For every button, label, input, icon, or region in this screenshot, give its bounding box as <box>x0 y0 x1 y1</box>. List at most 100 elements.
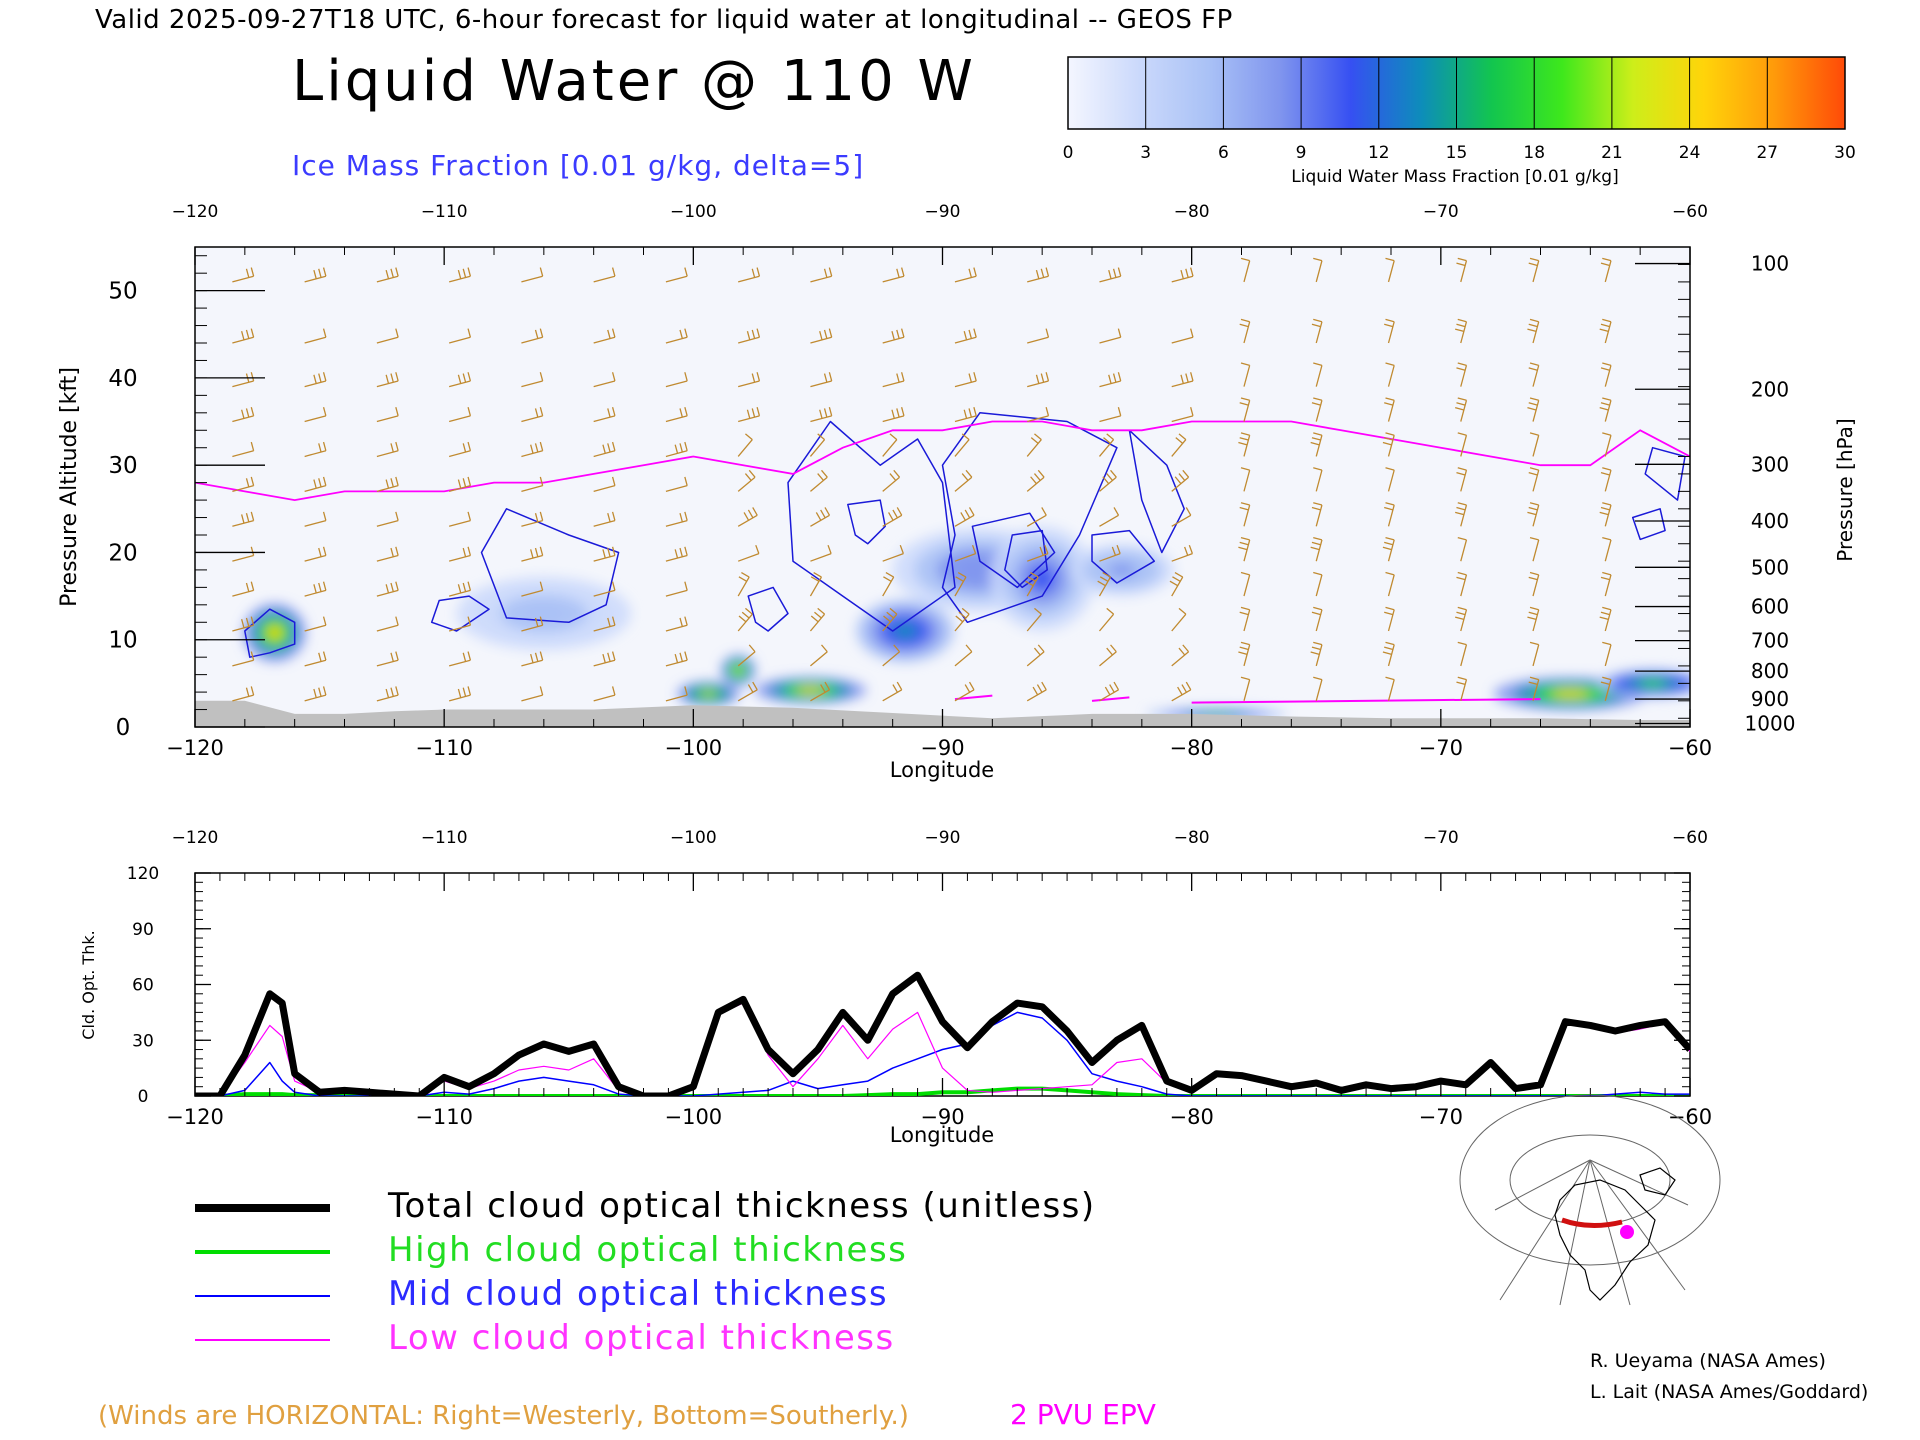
wind-barb-shaft <box>1604 469 1612 492</box>
wind-barb-flag <box>457 584 462 594</box>
wind-barb-flag <box>1040 373 1045 383</box>
liquid-water-blob <box>1638 679 1667 688</box>
wind-barb-shaft <box>737 613 753 632</box>
wind-barb-flag <box>1528 506 1538 511</box>
wind-barb-flag <box>1310 441 1320 446</box>
wind-barb <box>1027 372 1050 388</box>
wind-barb <box>665 406 688 423</box>
wind-barb-flag <box>1600 471 1610 476</box>
credit-lait: L. Lait (NASA Ames/Goddard) <box>1590 1381 1868 1403</box>
wind-barb-flag <box>823 329 828 339</box>
wind-barb-flag <box>1456 402 1466 406</box>
wind-barb <box>593 581 616 597</box>
wind-barb-flag <box>534 547 539 557</box>
wind-barb-flag <box>1384 646 1394 651</box>
wind-barb-flag <box>1040 268 1045 278</box>
wind-barb-shaft <box>882 576 895 597</box>
wind-barb <box>809 571 823 597</box>
wind-barb <box>1528 257 1540 283</box>
wind-barb-shaft <box>1532 539 1540 562</box>
top-ylabel: Pressure Altitude [kft] <box>57 367 82 607</box>
wind-barb-flag <box>318 547 322 557</box>
wind-barb <box>882 681 903 702</box>
wind-barb <box>1600 676 1612 701</box>
top-x-tick-label-upper: −120 <box>172 202 219 222</box>
wind-barb-flag <box>968 373 973 383</box>
wind-barb <box>954 372 977 388</box>
bottom-y-tick-label: 30 <box>132 1031 154 1051</box>
ice-contour <box>747 586 789 632</box>
wind-barb-flag <box>1117 267 1122 277</box>
wind-barb <box>304 651 327 667</box>
wind-barb-flag <box>1174 476 1182 485</box>
wind-barb <box>593 686 616 702</box>
wind-barb-flag <box>611 616 616 626</box>
wind-barb <box>521 581 544 597</box>
wind-barb-shaft <box>1315 539 1323 562</box>
wind-barb-flag <box>395 581 399 591</box>
wind-barb <box>1239 397 1251 422</box>
wind-barb-flag <box>1529 536 1539 541</box>
wind-barb <box>304 581 327 597</box>
wind-barb-flag <box>390 582 394 592</box>
wind-barb-flag <box>1602 536 1612 541</box>
wind-barb-flag <box>395 686 399 696</box>
header-title-line: Valid 2025-09-27T18 UTC, 6-hour forecast… <box>95 5 1233 35</box>
wind-barb-shaft <box>1098 613 1115 632</box>
wind-barb <box>1099 406 1122 423</box>
wind-barb-shaft <box>1027 275 1049 283</box>
wind-barb-shaft <box>1604 435 1612 457</box>
wind-barb <box>1026 433 1042 457</box>
wind-barb-flag <box>1311 646 1321 651</box>
bottom-x-tick-label: −70 <box>1419 1105 1463 1129</box>
wind-barb-flag <box>756 406 761 417</box>
wind-barb-shaft <box>1243 574 1251 597</box>
wind-barb-flag <box>457 374 462 384</box>
wind-barb <box>1599 397 1612 422</box>
wind-barb-flag <box>385 479 390 489</box>
wind-barb-flag <box>1528 576 1538 581</box>
wind-barb <box>376 406 399 423</box>
wind-barb <box>376 511 399 527</box>
wind-barb <box>521 686 544 702</box>
wind-barb-flag <box>1455 616 1465 621</box>
wind-barb <box>882 328 905 344</box>
wind-barb-flag <box>313 479 317 489</box>
liquid-water-blob <box>1029 565 1056 592</box>
wind-barb-flag <box>684 406 688 417</box>
wind-barb <box>1527 502 1540 527</box>
wind-barb <box>1099 507 1120 527</box>
wind-barb-flag <box>1313 571 1323 576</box>
wind-barb-shaft <box>1099 689 1119 702</box>
wind-barb <box>1098 433 1115 457</box>
wind-barb-shaft <box>1315 469 1323 492</box>
cross-section-panel: −120 −120 −110 −110 −100 −100 −90 −90 −80 −80 −70 −… <box>57 202 1857 782</box>
epv-low-contour <box>1091 696 1130 702</box>
wind-barb-flag <box>1457 467 1467 471</box>
wind-barb-flag <box>810 576 820 582</box>
wind-barb-flag <box>395 616 399 626</box>
wind-barb-flag <box>1457 432 1467 436</box>
wind-barb-flag <box>1384 506 1394 511</box>
locator-map <box>1459 1094 1721 1308</box>
wind-barb-flag <box>893 644 901 653</box>
wind-barb-flag <box>1602 606 1612 611</box>
wind-barb-shaft <box>1387 469 1395 492</box>
colorbar-tick-label: 18 <box>1523 143 1545 163</box>
wind-barb <box>1238 536 1251 562</box>
wind-barb-flag <box>539 406 544 417</box>
wind-barb-shaft <box>593 554 616 562</box>
wind-barb-flag <box>1097 580 1106 587</box>
bottom-x-tick-label-upper: −90 <box>925 828 961 848</box>
wind-barb-flag <box>1529 502 1539 506</box>
wind-barb-flag <box>385 269 390 279</box>
wind-barb <box>1310 536 1323 562</box>
pressure-tick-label: 500 <box>1751 555 1789 579</box>
wind-barb-flag <box>679 652 683 662</box>
wind-barb-shaft <box>809 439 826 457</box>
wind-barb-flag <box>1528 681 1538 686</box>
wind-barb-flag <box>973 406 977 417</box>
bottom-x-tick-label-upper: −110 <box>421 828 468 848</box>
wind-barb-shaft <box>448 275 471 283</box>
wind-barb-flag <box>467 616 472 626</box>
